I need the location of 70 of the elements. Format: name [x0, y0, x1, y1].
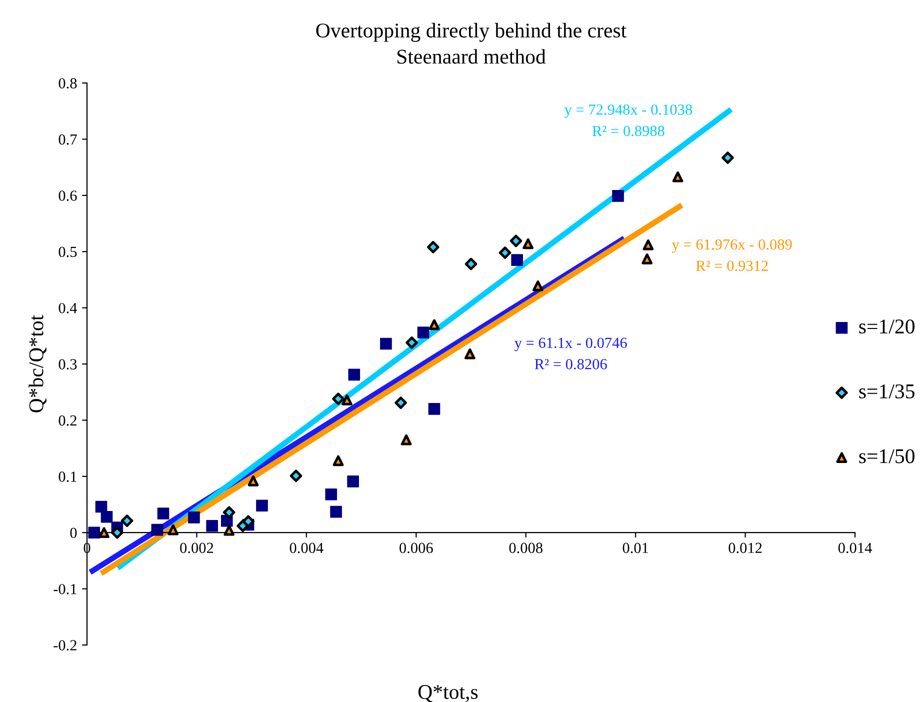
point: [242, 515, 254, 528]
point: [325, 488, 338, 500]
point: [394, 396, 407, 409]
point: [347, 476, 359, 488]
legend-label: s=1/35: [859, 384, 914, 398]
x-tick-label: 0.008: [509, 542, 542, 554]
point: [348, 368, 360, 381]
point: [157, 508, 170, 520]
point: [532, 280, 544, 292]
point: [400, 434, 412, 446]
y-tick-label: 0.6: [58, 190, 77, 201]
legend-label: s=1/50: [859, 449, 914, 464]
point: [464, 258, 478, 270]
y-tick-label: -0.2: [54, 640, 76, 651]
y-tick-label: 0.1: [58, 472, 76, 482]
point: [188, 512, 200, 524]
point: [248, 475, 259, 486]
point: [332, 392, 344, 406]
point: [642, 239, 654, 250]
x-tick-label: 0.012: [728, 542, 762, 554]
x-axis-title: Q*tot,s: [418, 685, 478, 702]
point: [522, 238, 534, 250]
point: [511, 254, 523, 266]
x-tick-label: 0.014: [838, 542, 872, 554]
y-tick-label: -0.1: [54, 584, 76, 594]
x-tick-label: 0.004: [290, 542, 324, 554]
point: [426, 240, 440, 254]
point: [168, 524, 179, 536]
point: [332, 455, 344, 466]
point: [98, 527, 110, 538]
y-tick-label: 0.7: [58, 134, 77, 145]
point: [642, 253, 653, 264]
point: [722, 152, 734, 164]
y-tick-label: 0.8: [58, 78, 77, 89]
y-tick-label: 0.4: [58, 302, 78, 314]
point: [290, 470, 302, 482]
chart-title: Overtopping directly behind the crest Steenaard method: [316, 22, 626, 64]
point: [224, 524, 234, 536]
point: [380, 338, 392, 350]
point: [498, 246, 512, 259]
y-tick-label: 0.2: [58, 415, 76, 426]
point: [100, 510, 113, 523]
point: [672, 171, 684, 182]
annotation: y = 61.976x - 0.089 R² = 0.9312: [672, 239, 792, 272]
legend-label: s=1/20: [859, 319, 914, 334]
x-tick-label: 0.01: [622, 542, 648, 554]
annotation: y = 61.1x - 0.0746 R² = 0.8206: [514, 338, 627, 370]
point: [111, 526, 124, 539]
point: [406, 336, 418, 349]
annotation: y = 72.948x - 0.1038 R² = 0.8988: [564, 104, 692, 136]
x-tick-label: 0.002: [180, 542, 214, 554]
point: [330, 506, 342, 518]
point: [206, 520, 218, 532]
y-tick-label: 0: [70, 528, 77, 538]
point: [612, 190, 624, 202]
point: [428, 403, 440, 415]
point: [256, 500, 268, 512]
point: [222, 506, 236, 519]
y-axis-title: Q*bc/Q*tot: [28, 314, 46, 412]
point: [510, 234, 522, 248]
point: [428, 319, 440, 330]
y-tick-label: 0.5: [58, 246, 77, 258]
y-tick-label: 0.3: [58, 359, 77, 370]
point: [464, 348, 476, 360]
point: [151, 524, 164, 536]
x-tick-label: 0.006: [400, 542, 433, 554]
point: [417, 326, 430, 338]
point: [120, 514, 134, 527]
point: [88, 526, 100, 539]
point: [342, 394, 352, 406]
